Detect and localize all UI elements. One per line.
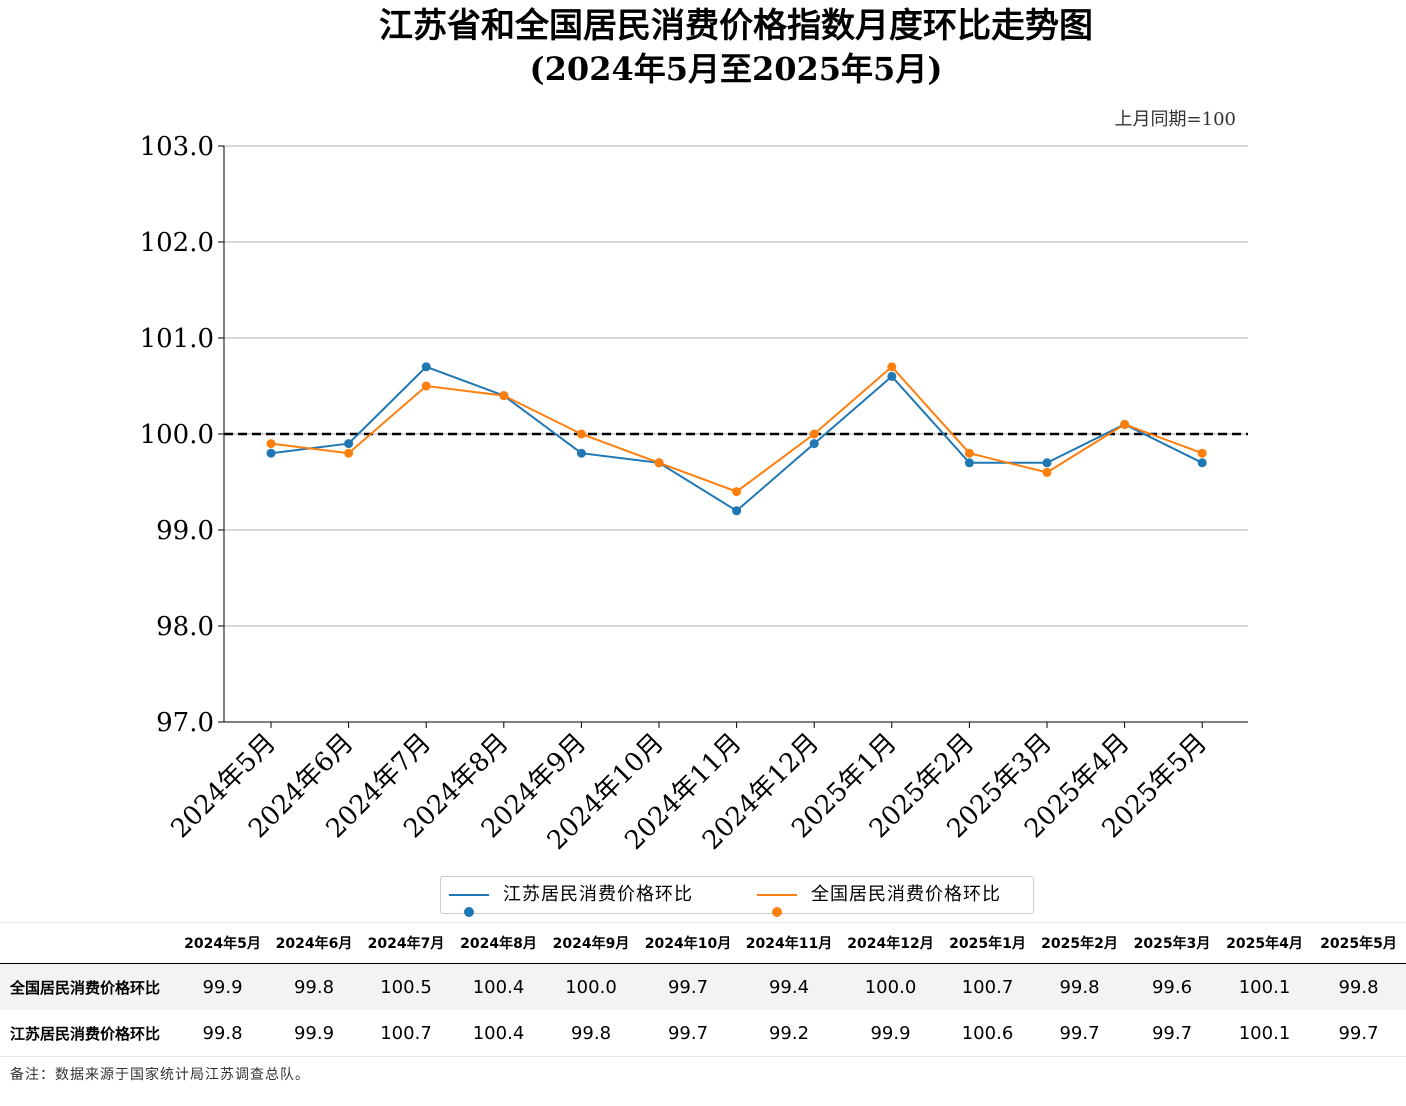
table-cell: 100.0 [565,976,617,998]
table-cell: 100.6 [961,1022,1014,1044]
data-point-national [1042,467,1052,477]
table-column-header: 2025年4月 [1226,936,1303,952]
legend-swatch-national [757,894,797,917]
table-cell: 99.6 [1151,976,1193,998]
data-point-national [499,391,509,401]
table-column-header: 2024年9月 [552,936,630,952]
table-column-header: 2024年6月 [275,936,353,952]
base-note: 上月同期=100 [1115,109,1236,130]
series-line-national [270,365,1203,493]
data-point-national [266,439,276,449]
table-column-header: 2025年3月 [1133,936,1211,952]
data-point-jiangsu [421,362,431,372]
table-cell: 99.7 [1338,1022,1379,1044]
data-point-jiangsu [887,371,897,381]
table-cell: 99.7 [667,976,709,998]
data-point-national [576,429,586,439]
table-column-header: 2024年11月 [745,936,833,952]
legend-label-national: 全国居民消费价格环比 [811,884,1001,905]
table-column-header: 2024年7月 [367,936,445,952]
table-cell: 99.7 [1059,1022,1100,1044]
data-point-national [732,487,742,497]
table-cell: 100.4 [472,976,525,998]
table-row: 全国居民消费价格环比 99.9 99.8 100.5 100.4 100.0 9… [0,963,1406,1010]
table-cell: 99.9 [202,976,243,998]
table-cell: 100.7 [380,1022,432,1044]
data-point-jiangsu [576,448,586,458]
table-cell: 100.7 [961,976,1014,998]
table-column-header: 2025年2月 [1041,936,1118,952]
table-cell: 100.5 [380,976,432,998]
table-cell: 99.7 [667,1022,709,1044]
data-point-national [1120,419,1130,429]
table-cell: 100.1 [1238,1022,1291,1044]
table-cell: 99.8 [1338,976,1379,998]
line-chart: 上月同期=100 97.0 98.0 99.0 100.0 101.0 102.0 103.0… [140,109,1248,856]
table-column-header: 2025年5月 [1320,936,1397,952]
table-row-label: 江苏居民消费价格环比 [10,1024,161,1043]
data-point-national [344,448,354,458]
data-point-jiangsu [1042,458,1052,468]
chart-subtitle: (2024年5月至2025年5月) [529,50,943,88]
data-point-national [421,381,431,391]
table-column-header: 2025年1月 [949,936,1026,952]
y-tick-label: 97.0 [156,708,214,738]
data-point-national [887,362,897,372]
data-point-jiangsu [732,506,742,516]
table-cell: 99.8 [1059,976,1100,998]
table-cell: 99.9 [293,1022,335,1044]
table-header-row: 2024年5月 2024年6月 2024年7月 2024年8月 2024年9月 … [0,923,1406,964]
legend-swatch-jiangsu [449,894,489,917]
data-table: 2024年5月 2024年6月 2024年7月 2024年8月 2024年9月 … [0,922,1406,1057]
y-tick-label: 99.0 [156,516,214,546]
table-cell: 99.7 [1151,1022,1193,1044]
y-tick-label: 100.0 [140,420,214,450]
table-row: 江苏居民消费价格环比 99.8 99.9 100.7 100.4 99.8 99… [0,1010,1406,1057]
data-point-national [809,429,819,439]
data-point-jiangsu [964,458,974,468]
table-column-header: 2024年10月 [644,936,732,952]
table-cell: 99.2 [768,1022,810,1044]
table-row-label: 全国居民消费价格环比 [10,978,161,997]
y-tick-label: 102.0 [140,228,214,258]
y-tick-label: 103.0 [140,132,214,162]
data-point-national [964,448,974,458]
table-cell: 99.8 [293,976,335,998]
table-corner [0,923,177,964]
y-tick-label: 98.0 [156,612,214,642]
y-tick-label: 101.0 [140,324,214,354]
data-point-jiangsu [809,439,819,449]
table-cell: 99.8 [202,1022,243,1044]
table-cell: 99.4 [768,976,810,998]
data-point-jiangsu [266,448,276,458]
table-cell: 100.1 [1238,976,1291,998]
table-column-header: 2024年8月 [460,936,537,952]
table-cell: 99.8 [570,1022,612,1044]
data-point-jiangsu [1197,458,1207,468]
table-cell: 99.9 [870,1022,911,1044]
data-point-national [654,458,664,468]
data-point-jiangsu [344,439,354,449]
chart-title: 江苏省和全国居民消费价格指数月度环比走势图 [379,6,1093,46]
chart-legend: 江苏居民消费价格环比 全国居民消费价格环比 [440,876,1034,917]
table-cell: 100.0 [864,976,917,998]
table-column-header: 2024年12月 [847,936,934,952]
footnote: 备注：数据来源于国家统计局江苏调查总队。 [10,1067,310,1083]
table-column-header: 2024年5月 [184,936,261,952]
legend-label-jiangsu: 江苏居民消费价格环比 [503,884,693,905]
table-cell: 100.4 [472,1022,525,1044]
data-point-national [1197,448,1207,458]
